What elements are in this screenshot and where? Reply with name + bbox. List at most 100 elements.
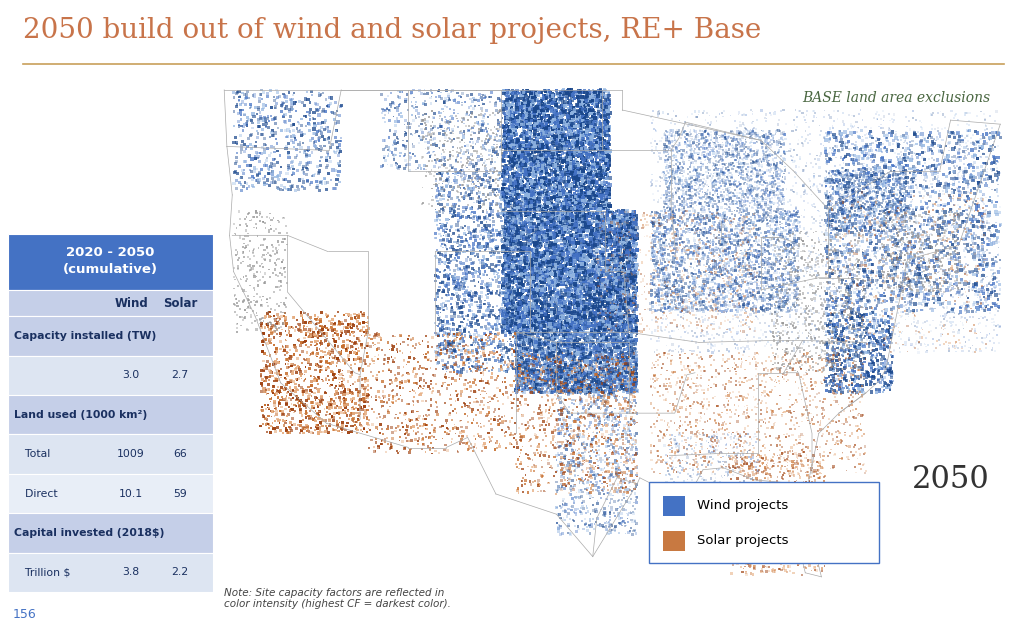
Point [492,285,508,296]
Point [617,207,634,217]
Point [868,204,885,214]
Point [249,133,265,143]
Point [593,271,609,281]
Point [628,331,644,341]
Point [574,313,591,323]
Point [712,285,728,296]
Point [782,244,799,254]
Point [563,285,580,296]
Point [490,180,507,191]
Bar [663,496,685,517]
Point [248,206,264,216]
Point [879,382,895,392]
Point [741,287,758,297]
Point [598,241,614,251]
Point [570,376,587,386]
Point [727,450,743,460]
Point [382,401,398,411]
Point [513,223,529,233]
Point [668,151,684,161]
Point [430,348,446,358]
Point [545,217,561,227]
Point [715,130,731,141]
Point [279,278,295,288]
Point [626,387,642,398]
Point [282,405,298,415]
Point [574,296,591,306]
Point [472,246,488,256]
Point [584,172,600,182]
Point [884,191,900,201]
Point [427,446,443,456]
Point [822,203,839,213]
Point [488,198,505,208]
Point [675,455,691,465]
Point [871,243,888,253]
Point [740,215,757,225]
Point [845,165,861,175]
Point [580,477,596,487]
Point [880,177,896,187]
Point [495,161,511,171]
Point [599,342,615,352]
Point [941,119,957,129]
Point [770,508,786,518]
Point [845,192,861,202]
Point [887,199,903,210]
Point [511,373,527,383]
Point [522,197,539,208]
Point [957,227,974,237]
Point [665,248,681,258]
Point [933,284,949,294]
Point [616,260,633,270]
Point [714,280,730,291]
Point [906,313,923,323]
Point [676,296,692,306]
Point [562,106,579,116]
Point [830,168,847,179]
Point [263,304,280,314]
Point [748,132,764,142]
Point [874,242,891,252]
Point [388,374,404,384]
Point [382,375,398,385]
Point [963,326,979,336]
Point [561,141,578,151]
Point [605,270,622,280]
Point [989,210,1006,220]
Point [601,239,617,249]
Point [716,297,732,307]
Point [913,305,930,315]
Point [549,386,565,396]
Point [720,244,736,254]
Point [606,249,623,260]
Point [616,302,633,312]
Point [733,282,750,292]
Point [764,163,780,173]
Point [792,312,808,322]
Point [701,154,718,164]
Point [715,300,731,310]
Point [548,354,564,364]
Point [567,470,584,480]
Point [688,310,705,320]
Point [668,436,684,446]
Point [967,325,983,335]
Point [256,160,272,170]
Point [581,139,597,149]
Point [695,204,712,215]
Point [699,274,716,284]
Point [816,455,833,465]
Point [546,344,562,354]
Point [594,208,610,218]
Point [409,420,425,430]
Point [487,375,504,385]
Point [526,170,543,180]
Point [846,342,862,352]
Point [879,163,895,173]
Point [553,377,569,387]
Point [738,209,755,219]
Point [809,184,825,194]
Point [385,138,401,148]
Point [611,468,628,478]
